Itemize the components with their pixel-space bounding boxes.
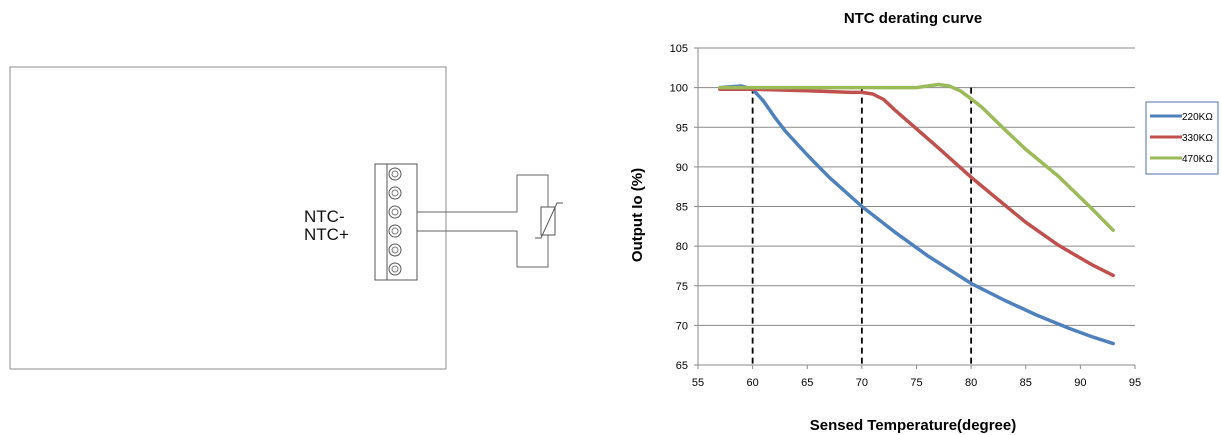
terminal-screws — [388, 167, 402, 276]
x-axis-title: Sensed Temperature(degree) — [810, 417, 1016, 434]
series-line-2 — [718, 87, 1115, 278]
legend-label-2: 330KΩ — [1182, 133, 1213, 144]
x-tick-label-70: 70 — [856, 377, 868, 389]
series-line-3 — [718, 82, 1115, 233]
device-enclosure — [9, 66, 447, 370]
x-tick-label-85: 85 — [1020, 377, 1032, 389]
x-tick-label-65: 65 — [801, 377, 813, 389]
y-tick-label-65: 65 — [676, 360, 688, 372]
y-tick-label-75: 75 — [676, 281, 688, 293]
series-lines — [718, 82, 1115, 346]
series-line-1 — [718, 84, 1115, 346]
x-tick-label-80: 80 — [965, 377, 977, 389]
x-tick-label-90: 90 — [1074, 377, 1086, 389]
chart-title: NTC derating curve — [844, 10, 982, 27]
ntc-plus-label: NTC+ — [304, 225, 349, 244]
x-tick-label-60: 60 — [747, 377, 759, 389]
y-tick-label-100: 100 — [670, 83, 688, 95]
y-tick-label-80: 80 — [676, 241, 688, 253]
tick-labels: 55 60 65 70 75 80 85 90 95 65 70 75 80 85 90 95 100 105 — [670, 43, 1141, 389]
axes — [694, 47, 1136, 369]
wiring-diagram: NTC- NTC+ — [9, 66, 563, 370]
x-tick-label-55: 55 — [692, 377, 704, 389]
y-tick-label-105: 105 — [670, 43, 688, 55]
reference-lines — [751, 87, 973, 365]
legend-label-1: 220KΩ — [1182, 112, 1213, 123]
y-tick-label-85: 85 — [676, 202, 688, 214]
y-tick-label-95: 95 — [676, 122, 688, 134]
ntc-wires — [417, 174, 549, 268]
terminal-block — [374, 163, 418, 281]
y-tick-label-70: 70 — [676, 320, 688, 332]
thermistor-symbol — [535, 202, 563, 239]
y-axis-title: Output Io (%) — [629, 168, 646, 262]
legend-label-3: 470KΩ — [1182, 154, 1213, 165]
x-tick-label-95: 95 — [1129, 377, 1141, 389]
x-tick-label-75: 75 — [910, 377, 922, 389]
ntc-minus-label: NTC- — [304, 207, 345, 226]
legend: 220KΩ 330KΩ 470KΩ — [1145, 101, 1219, 175]
y-tick-label-90: 90 — [676, 162, 688, 174]
